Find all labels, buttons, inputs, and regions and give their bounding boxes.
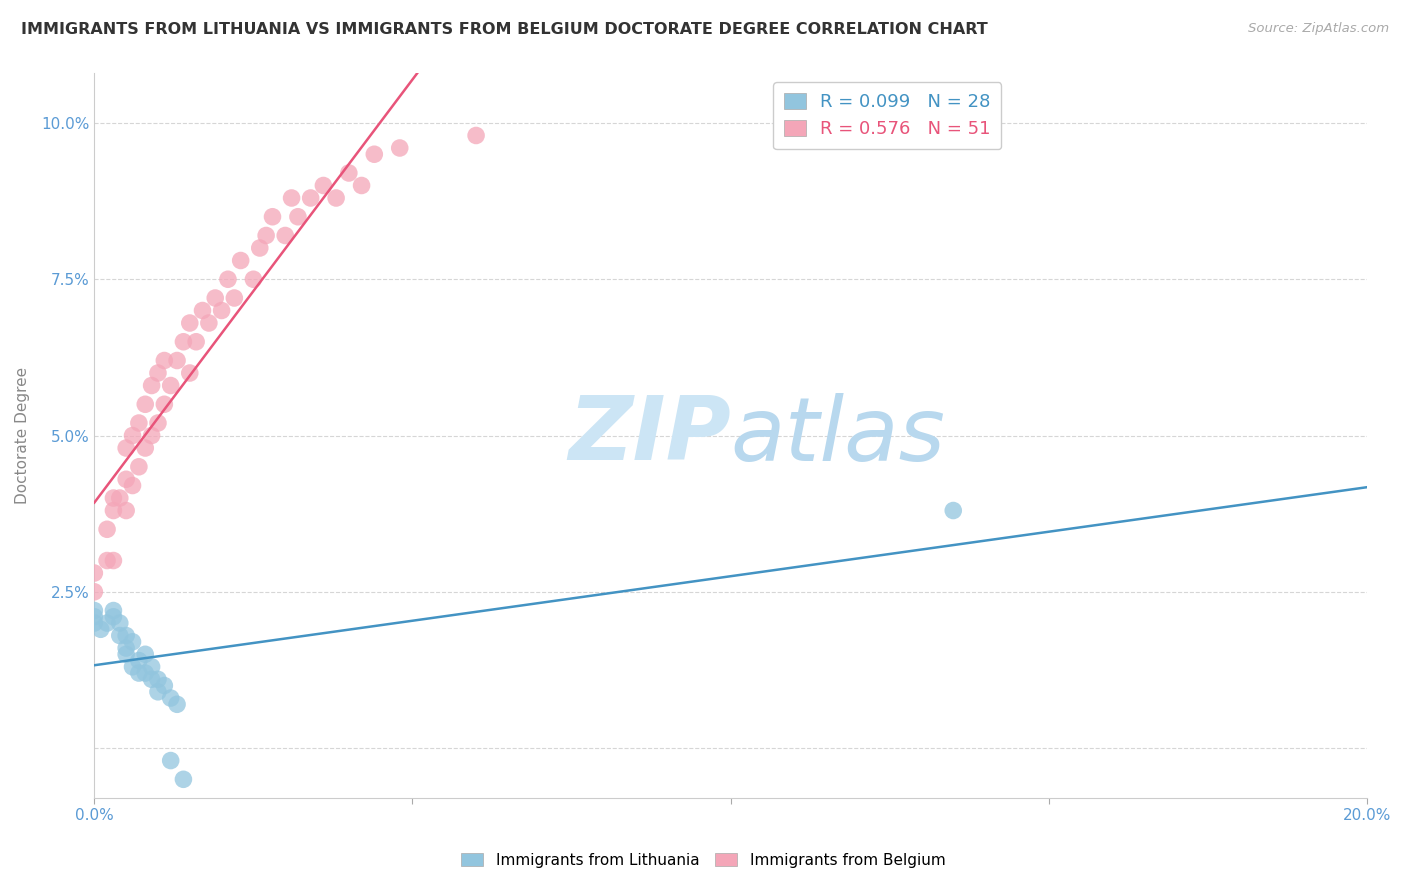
Point — [121, 428, 143, 442]
Point — [108, 491, 131, 505]
Point — [90, 622, 112, 636]
Point — [153, 679, 176, 693]
Point — [172, 772, 194, 787]
Point — [146, 366, 169, 380]
Point — [128, 459, 150, 474]
Point — [103, 603, 125, 617]
Point — [115, 641, 138, 656]
Point — [103, 553, 125, 567]
Point — [172, 334, 194, 349]
Point — [229, 253, 252, 268]
Text: atlas: atlas — [731, 392, 945, 478]
Point — [153, 353, 176, 368]
Point — [134, 441, 156, 455]
Point — [115, 648, 138, 662]
Point — [115, 441, 138, 455]
Point — [198, 316, 221, 330]
Point — [83, 615, 105, 630]
Point — [121, 478, 143, 492]
Point — [141, 378, 163, 392]
Y-axis label: Doctorate Degree: Doctorate Degree — [15, 367, 30, 504]
Point — [134, 397, 156, 411]
Point — [146, 673, 169, 687]
Point — [83, 584, 105, 599]
Point — [262, 210, 284, 224]
Point — [103, 491, 125, 505]
Point — [242, 272, 264, 286]
Point — [141, 660, 163, 674]
Point — [166, 698, 188, 712]
Point — [128, 666, 150, 681]
Point — [146, 416, 169, 430]
Point — [141, 673, 163, 687]
Point — [363, 147, 385, 161]
Point — [159, 754, 181, 768]
Point — [274, 228, 297, 243]
Text: IMMIGRANTS FROM LITHUANIA VS IMMIGRANTS FROM BELGIUM DOCTORATE DEGREE CORRELATIO: IMMIGRANTS FROM LITHUANIA VS IMMIGRANTS … — [21, 22, 988, 37]
Point — [103, 503, 125, 517]
Point — [179, 316, 201, 330]
Point — [134, 648, 156, 662]
Point — [186, 334, 208, 349]
Point — [103, 609, 125, 624]
Point — [96, 615, 118, 630]
Point — [350, 178, 373, 193]
Text: ZIP: ZIP — [568, 392, 731, 479]
Point — [96, 553, 118, 567]
Point — [312, 178, 335, 193]
Point — [325, 191, 347, 205]
Point — [191, 303, 214, 318]
Point — [128, 416, 150, 430]
Point — [141, 428, 163, 442]
Point — [83, 566, 105, 580]
Point — [179, 366, 201, 380]
Point — [128, 654, 150, 668]
Point — [204, 291, 226, 305]
Point — [159, 378, 181, 392]
Point — [287, 210, 309, 224]
Point — [166, 353, 188, 368]
Point — [115, 503, 138, 517]
Legend: Immigrants from Lithuania, Immigrants from Belgium: Immigrants from Lithuania, Immigrants fr… — [453, 845, 953, 875]
Point — [83, 609, 105, 624]
Point — [337, 166, 360, 180]
Point — [115, 628, 138, 642]
Point — [121, 660, 143, 674]
Point — [388, 141, 411, 155]
Point — [280, 191, 302, 205]
Point — [146, 685, 169, 699]
Point — [211, 303, 233, 318]
Point — [942, 503, 965, 517]
Point — [121, 635, 143, 649]
Point — [254, 228, 277, 243]
Point — [159, 691, 181, 706]
Point — [299, 191, 322, 205]
Point — [83, 603, 105, 617]
Text: Source: ZipAtlas.com: Source: ZipAtlas.com — [1249, 22, 1389, 36]
Point — [465, 128, 488, 143]
Legend: R = 0.099   N = 28, R = 0.576   N = 51: R = 0.099 N = 28, R = 0.576 N = 51 — [773, 82, 1001, 149]
Point — [153, 397, 176, 411]
Point — [96, 522, 118, 536]
Point — [134, 666, 156, 681]
Point — [249, 241, 271, 255]
Point — [108, 615, 131, 630]
Point — [224, 291, 246, 305]
Point — [115, 472, 138, 486]
Point — [217, 272, 239, 286]
Point — [108, 628, 131, 642]
